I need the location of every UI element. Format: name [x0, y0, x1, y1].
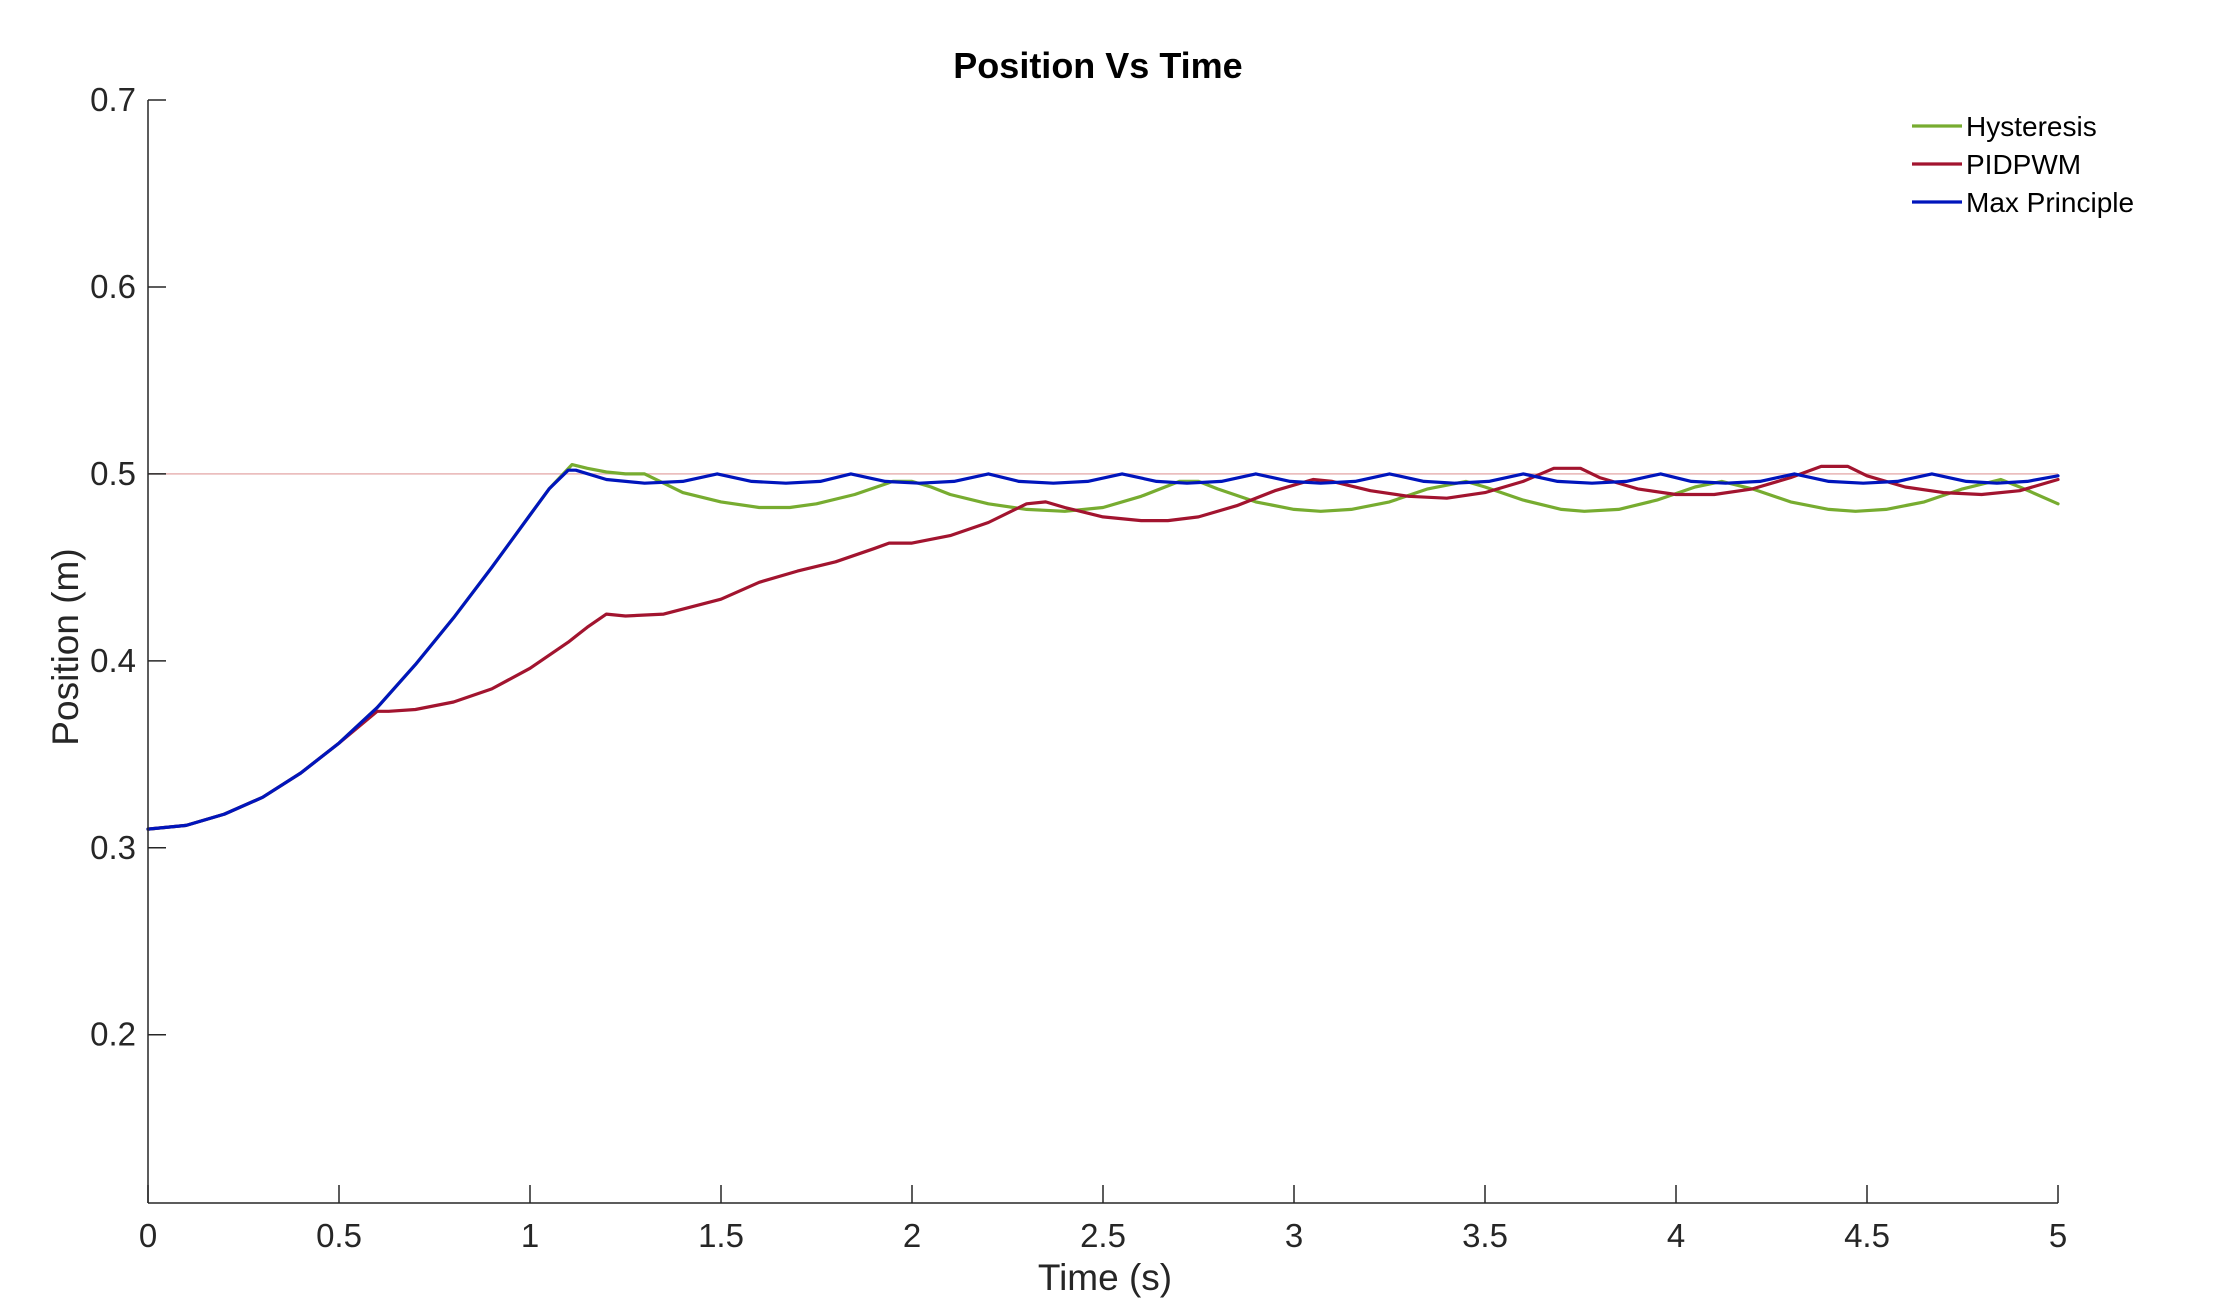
y-tick-label: 0.5	[90, 455, 136, 492]
x-tick-label: 1	[521, 1217, 539, 1254]
axes-layer	[147, 100, 2058, 1204]
x-axis-title: Time (s)	[1038, 1257, 1172, 1298]
x-tick-label: 4.5	[1844, 1217, 1890, 1254]
legend-label-max-principle: Max Principle	[1966, 187, 2134, 218]
series-layer	[146, 463, 2060, 831]
x-tick-label: 1.5	[698, 1217, 744, 1254]
series-line-max-principle	[146, 468, 2060, 831]
series-line-pidpwm	[146, 464, 2060, 831]
x-tick-label: 0	[139, 1217, 157, 1254]
y-tick-label: 0.4	[90, 642, 136, 679]
x-tick-label: 3	[1285, 1217, 1303, 1254]
legend: Hysteresis PIDPWM Max Principle	[1912, 111, 2134, 218]
chart-title: Position Vs Time	[953, 45, 1242, 86]
x-ticks: 0 0.5 1 1.5 2 2.5 3 3.5 4 4.5 5	[139, 1185, 2067, 1254]
y-tick-label: 0.6	[90, 268, 136, 305]
x-tick-label: 2.5	[1080, 1217, 1126, 1254]
series-line-hysteresis	[146, 463, 2060, 831]
legend-label-pidpwm: PIDPWM	[1966, 149, 2081, 180]
y-axis-title: Position (m)	[45, 548, 86, 745]
x-tick-label: 2	[903, 1217, 921, 1254]
y-tick-label: 0.7	[90, 81, 136, 118]
x-tick-label: 0.5	[316, 1217, 362, 1254]
x-tick-label: 3.5	[1462, 1217, 1508, 1254]
y-tick-label: 0.3	[90, 829, 136, 866]
y-ticks: 0.2 0.3 0.4 0.5 0.6 0.7	[90, 81, 166, 1053]
y-tick-label: 0.2	[90, 1016, 136, 1053]
x-tick-label: 5	[2049, 1217, 2067, 1254]
legend-label-hysteresis: Hysteresis	[1966, 111, 2097, 142]
x-tick-label: 4	[1667, 1217, 1685, 1254]
